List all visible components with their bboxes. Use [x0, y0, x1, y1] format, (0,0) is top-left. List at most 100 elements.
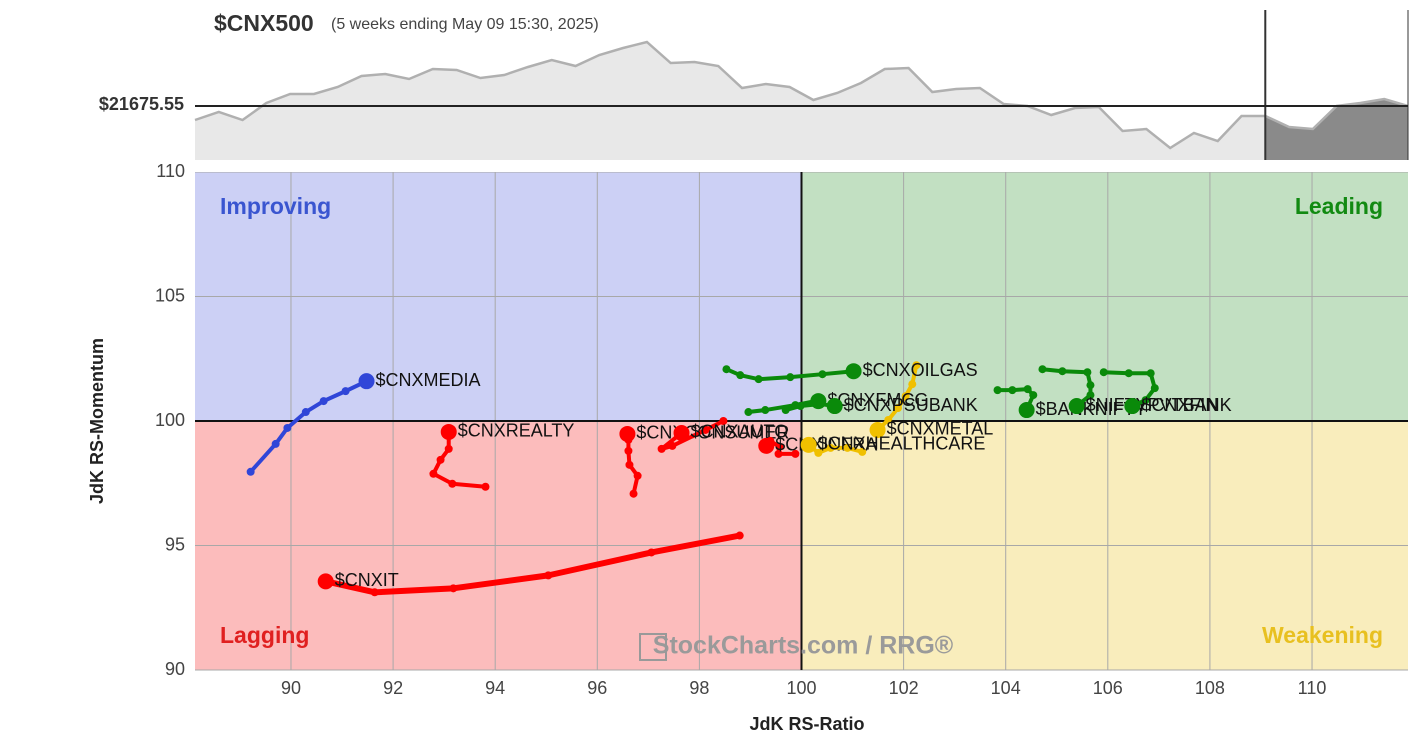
tail-point — [1086, 381, 1095, 390]
series-label: $CNXFIN — [1141, 395, 1218, 415]
series-label: $CNXPSUBANK — [844, 395, 978, 415]
head-point — [826, 398, 843, 415]
tail-point — [1086, 391, 1095, 400]
series-label: $CNXOILGAS — [863, 360, 978, 380]
series-label: $CNXAUTO — [691, 422, 789, 442]
tail-point — [444, 444, 453, 453]
benchmark-price-label: $21675.55 — [99, 94, 184, 114]
subtitle: (5 weeks ending May 09 15:30, 2025) — [331, 16, 599, 33]
tail-point — [736, 371, 745, 380]
y-tick-label: 90 — [165, 659, 185, 679]
tail-point — [796, 402, 805, 411]
watermark: StockCharts.com / RRG® — [653, 632, 954, 660]
x-axis-label: JdK RS-Ratio — [749, 714, 864, 734]
series-label: $NIFTYPVTBANK — [1086, 395, 1232, 415]
tail-point — [1146, 369, 1155, 378]
tail-point — [754, 375, 763, 384]
tail-point — [629, 489, 638, 498]
tail-point — [901, 392, 910, 401]
series-label: $CNXFMCG — [827, 390, 928, 410]
tail-point — [341, 387, 350, 396]
tail-point — [858, 447, 867, 456]
tail-point — [774, 449, 783, 458]
tail-point — [701, 425, 710, 434]
x-tick-label: 100 — [786, 678, 816, 698]
tail-point — [1150, 384, 1159, 393]
tail-point — [436, 455, 445, 464]
quadrant-label: Leading — [1295, 193, 1383, 219]
y-tick-label: 100 — [155, 410, 185, 430]
x-tick-label: 104 — [991, 678, 1021, 698]
price-line — [194, 40, 1409, 150]
tail-point — [625, 460, 634, 469]
y-tick-label: 105 — [155, 285, 185, 305]
x-tick-label: 102 — [889, 678, 919, 698]
tail-point — [1038, 365, 1047, 374]
y-tick-label: 110 — [156, 161, 185, 181]
watermark-icon — [639, 633, 667, 661]
price-area — [195, 42, 1408, 160]
series-label: $CNXMETAL — [887, 419, 994, 439]
head-point — [358, 373, 375, 390]
tail-point — [884, 416, 893, 425]
x-tick-label: 110 — [1298, 678, 1327, 698]
tail-point — [1023, 385, 1032, 394]
x-tick-label: 108 — [1195, 678, 1225, 698]
tail-point — [657, 444, 666, 453]
tail-point — [908, 380, 917, 389]
tail-point — [912, 361, 921, 370]
tail-point — [1008, 386, 1017, 395]
tail-point — [1124, 369, 1133, 378]
tail-point — [668, 441, 677, 450]
x-tick-label: 90 — [281, 678, 301, 698]
head-point — [1124, 398, 1141, 415]
tail-point — [449, 584, 458, 593]
tail-point — [301, 408, 310, 417]
tail-point — [719, 417, 728, 425]
tail-point — [816, 400, 825, 409]
head-point — [800, 436, 817, 453]
head-point — [869, 421, 886, 438]
x-tick-label: 96 — [587, 678, 607, 698]
head-point — [673, 424, 690, 441]
tail-point — [481, 482, 490, 491]
tail — [325, 532, 741, 596]
tail-point — [624, 446, 633, 455]
head-point — [440, 423, 457, 440]
series-label: $CNXMEDIA — [376, 370, 481, 390]
tail-point — [283, 423, 292, 432]
tail-point — [633, 471, 642, 480]
tail-point — [843, 443, 852, 452]
tail-point — [448, 479, 457, 488]
tail-point — [544, 571, 553, 580]
tail-point — [993, 386, 1002, 395]
head-point — [619, 425, 636, 442]
tail-point — [791, 449, 800, 458]
quadrant-label: Lagging — [220, 622, 309, 648]
x-tick-label: 98 — [689, 678, 709, 698]
tail-point — [246, 467, 255, 476]
head-point — [758, 437, 775, 454]
title: $CNX500 — [214, 10, 314, 36]
y-tick-label: 95 — [165, 534, 185, 554]
tail-point — [814, 448, 823, 457]
tail-point — [826, 443, 835, 452]
tail-point — [893, 404, 902, 413]
x-tick-label: 92 — [383, 678, 403, 698]
series-label: $CNXREALTY — [458, 421, 575, 441]
plot-cover-top — [195, 160, 1408, 172]
head-point — [317, 573, 334, 590]
tail-point — [647, 548, 656, 557]
tail-point — [744, 408, 753, 417]
tail-point — [786, 373, 795, 382]
series-label: $CNXHEALTHCARE — [818, 434, 986, 454]
tail-point — [761, 406, 770, 415]
head-point — [1018, 402, 1035, 419]
tail-point — [319, 397, 328, 406]
tail-point — [735, 531, 744, 540]
quadrant-label: Improving — [220, 193, 331, 219]
tail-point — [775, 442, 784, 451]
tail-point — [1083, 368, 1092, 377]
quadrant-label: Weakening — [1262, 622, 1383, 648]
